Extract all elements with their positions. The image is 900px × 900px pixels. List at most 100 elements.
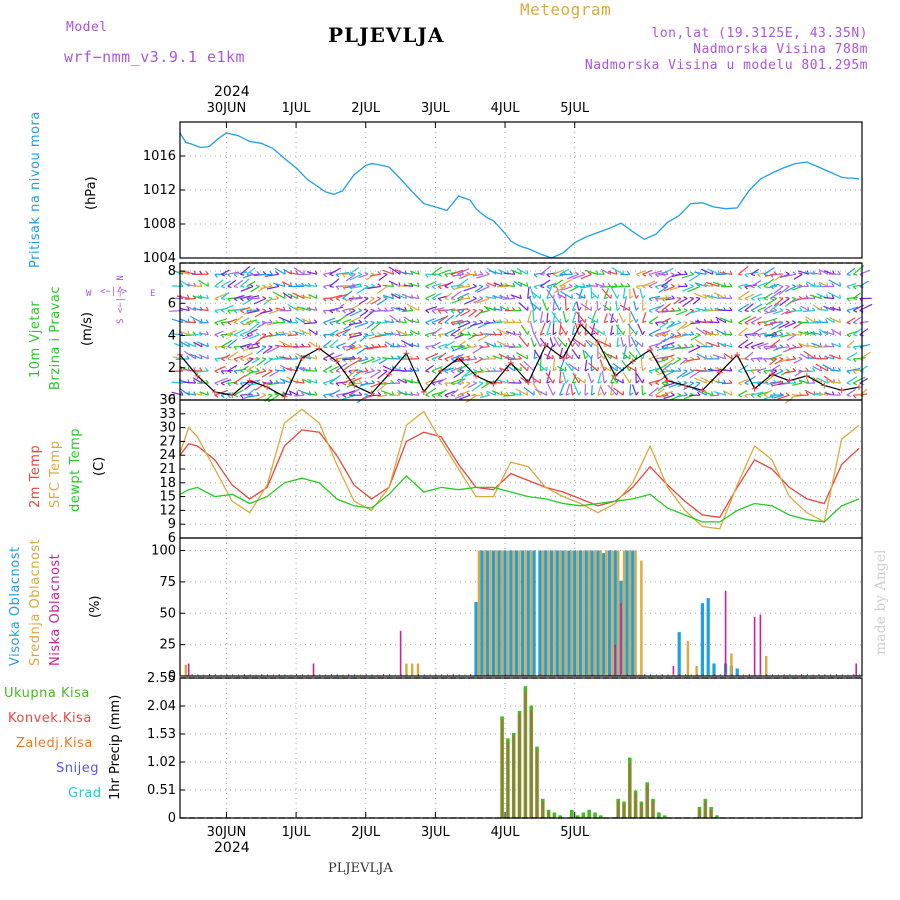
cloud-trace-bar: [499, 674, 501, 676]
wind-barb-flag: [604, 308, 609, 312]
wind-barb: [531, 291, 541, 299]
wind-barb: [705, 281, 720, 287]
wind-barb: [293, 267, 305, 275]
wind-barb: [546, 282, 557, 287]
wind-barb: [780, 334, 790, 338]
wind-barb-flag: [785, 368, 790, 372]
wind-speed-marker: [455, 355, 462, 362]
cloud-trace-bar: [232, 674, 234, 676]
wind-barb: [336, 272, 349, 275]
wind-barb: [368, 394, 381, 397]
wind-barb-flag: [591, 368, 595, 372]
cloud-low-bar: [399, 630, 402, 676]
wind-barb: [593, 327, 605, 336]
wind-barb-flag: [642, 294, 646, 299]
cloud-mid-bar: [184, 664, 187, 676]
wind-barb: [622, 297, 627, 311]
cloud-mid-bar: [512, 550, 515, 676]
wind-barb-flag: [437, 285, 442, 290]
wind-barb: [694, 271, 707, 275]
wind-barb-flag: [661, 382, 666, 386]
wind-barb-flag: [853, 297, 858, 300]
cloud-trace-bar: [766, 674, 768, 676]
precip-total-bar: [558, 815, 562, 818]
wind-barb: [227, 364, 238, 372]
cloud-trace-bar: [272, 674, 274, 676]
wind-speed-marker: [438, 367, 445, 374]
wind-barb: [527, 310, 532, 323]
panel-frame: [179, 537, 863, 677]
wind-barb: [454, 394, 465, 400]
wind-barb: [750, 280, 762, 287]
wind-barb-flag: [492, 367, 497, 372]
wind-barb-flag: [261, 333, 267, 336]
wind-barb: [775, 346, 790, 349]
wind-barb: [444, 308, 456, 312]
wind-barb-flag: [425, 370, 430, 373]
wind-barb: [774, 298, 784, 307]
wind-barb-flag: [603, 391, 607, 396]
wind-speed-marker: [420, 388, 427, 395]
model-label: Model: [66, 20, 108, 35]
wind-barb: [523, 360, 535, 372]
wind-barb: [531, 302, 541, 311]
wind-barb: [214, 365, 226, 372]
wind-barb-flag: [664, 284, 669, 287]
wind-barb: [466, 358, 477, 361]
wind-barb: [370, 273, 381, 277]
wind-barb-flag: [478, 381, 484, 384]
wind-barb-flag: [648, 394, 654, 397]
pressure-tick-label: 1004: [143, 251, 176, 266]
wind-barb: [559, 371, 562, 384]
wind-barb: [545, 372, 554, 384]
wind-barb-flag: [744, 273, 749, 278]
wind-barb: [675, 273, 688, 276]
wind-barb: [823, 296, 835, 300]
wind-barb-flag: [648, 370, 653, 374]
wind-barb: [565, 362, 573, 372]
wind-barb: [613, 387, 624, 396]
wind-barb-flag: [444, 394, 449, 398]
wind-barb-flag: [744, 285, 749, 290]
wind-barb-flag: [728, 379, 733, 384]
wind-speed-marker: [803, 372, 810, 379]
wind-barb-flag: [773, 343, 778, 348]
wind-barb: [457, 278, 469, 287]
wind-barb: [457, 292, 470, 300]
wind-barb: [675, 309, 688, 316]
wind-barb: [456, 285, 471, 289]
wind-barb: [516, 352, 528, 360]
wind-barb: [474, 310, 484, 318]
wind-barb-flag: [431, 297, 436, 301]
wind-barb-flag: [335, 334, 340, 338]
footer-station: PLJEVLJA: [328, 861, 393, 876]
wind-barb-flag: [546, 380, 551, 384]
wind-barb-flag: [571, 342, 575, 348]
wind-barb-flag: [665, 295, 669, 299]
wind-barb-flag: [364, 296, 369, 300]
wind-barb: [287, 293, 299, 300]
wind-barb: [829, 317, 841, 324]
cloud-trace-bar: [563, 674, 565, 676]
wind-speed-line: [179, 323, 860, 398]
wind-barb: [622, 372, 631, 384]
wind-barb-flag: [552, 368, 557, 372]
wind-barb: [532, 309, 535, 323]
wind-barb: [823, 330, 835, 336]
wind-barb-flag: [240, 310, 245, 314]
wind-barb: [846, 352, 858, 360]
axis-label-layer: 30JUN30JUN1JUL1JUL2JUL2JUL3JUL3JUL4JUL4J…: [143, 101, 590, 840]
cloud-trace-bar: [795, 674, 797, 676]
wind-barb: [744, 303, 754, 311]
cloud-mid-bar: [416, 663, 420, 676]
cloud-mid-bar: [547, 550, 550, 676]
wind-barb-flag: [240, 346, 244, 350]
wind-barb-flag: [729, 294, 733, 299]
wind-barb-flag: [596, 318, 599, 323]
wind-tick-label: 8: [168, 264, 176, 279]
wind-barb-flag: [233, 370, 238, 375]
wind-barb-flag: [546, 306, 550, 311]
precip-conv-bar: [506, 742, 510, 818]
wind-speed-marker: [612, 372, 619, 379]
wind-barb-flag: [642, 273, 647, 277]
